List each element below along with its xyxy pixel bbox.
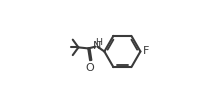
Text: O: O (86, 63, 94, 73)
Text: H: H (95, 38, 102, 47)
Text: F: F (143, 46, 149, 57)
Text: N: N (92, 41, 101, 51)
